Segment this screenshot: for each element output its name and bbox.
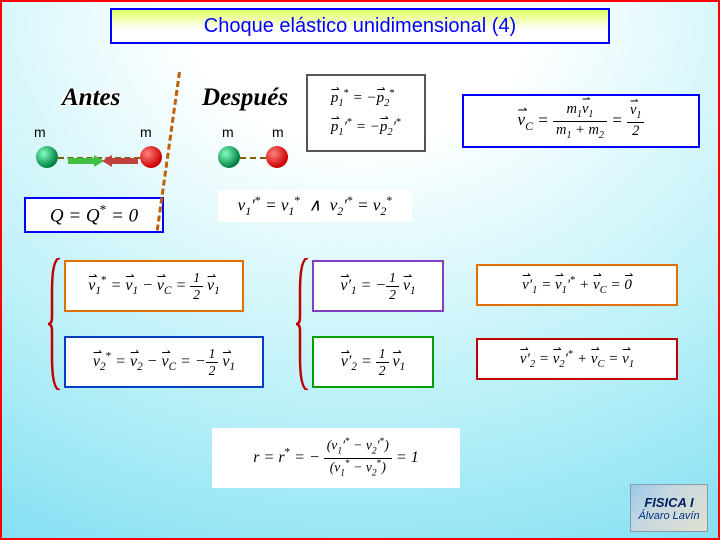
brace-2	[296, 258, 310, 390]
brace-1	[48, 258, 62, 390]
mass-label-1: m	[34, 124, 46, 140]
eq-v1f: ⇀v′1 = ⇀v1′* + ⇀vC = ⇀0	[476, 264, 678, 306]
eq-v1p: ⇀v′1 = −12 ⇀v1	[312, 260, 444, 312]
mass-label-3: m	[222, 124, 234, 140]
ball-3	[218, 146, 240, 168]
ball-2	[140, 146, 162, 168]
eq-vc: ⇀vC = m1⇀v1m1 + m2 = ⇀v12	[462, 94, 700, 148]
velocity-arrow-1	[68, 154, 104, 166]
slide-title-bar: Choque elástico unidimensional (4)	[110, 8, 610, 44]
ball-4	[266, 146, 288, 168]
dash-h-2	[240, 157, 266, 159]
logo-line1: FISICA I	[644, 495, 693, 510]
slide: Choque elástico unidimensional (4) Antes…	[0, 0, 720, 540]
eq-v2s: ⇀v2* = ⇀v2 − ⇀vC = −12 ⇀v1	[64, 336, 264, 388]
footer-logo: FISICA I Álvaro Lavín	[630, 484, 708, 532]
logo-line2: Álvaro Lavín	[638, 510, 699, 522]
eq-q: Q = Q* = 0	[24, 197, 164, 233]
label-before: Antes	[62, 84, 120, 112]
mass-label-4: m	[272, 124, 284, 140]
eq-topcol: ⇀p1* = −⇀p2* ⇀p1′* = −⇀p2′*	[306, 74, 426, 152]
eq-v2p: ⇀v′2 = 12 ⇀v1	[312, 336, 434, 388]
eq-vcomp: v1′* = v1* ∧ v2′* = v2*	[218, 190, 412, 222]
eq-v1s: ⇀v1* = ⇀v1 − ⇀vC = 12 ⇀v1	[64, 260, 244, 312]
mass-label-2: m	[140, 124, 152, 140]
label-after: Después	[202, 84, 288, 112]
ball-1	[36, 146, 58, 168]
eq-v2f: ⇀v′2 = ⇀v2′* + ⇀vC = ⇀v1	[476, 338, 678, 380]
slide-title-text: Choque elástico unidimensional (4)	[204, 15, 516, 38]
eq-r: r = r* = − (v1′* − v2′*)(v1* − v2*) = 1	[212, 428, 460, 488]
velocity-arrow-2	[102, 154, 138, 166]
